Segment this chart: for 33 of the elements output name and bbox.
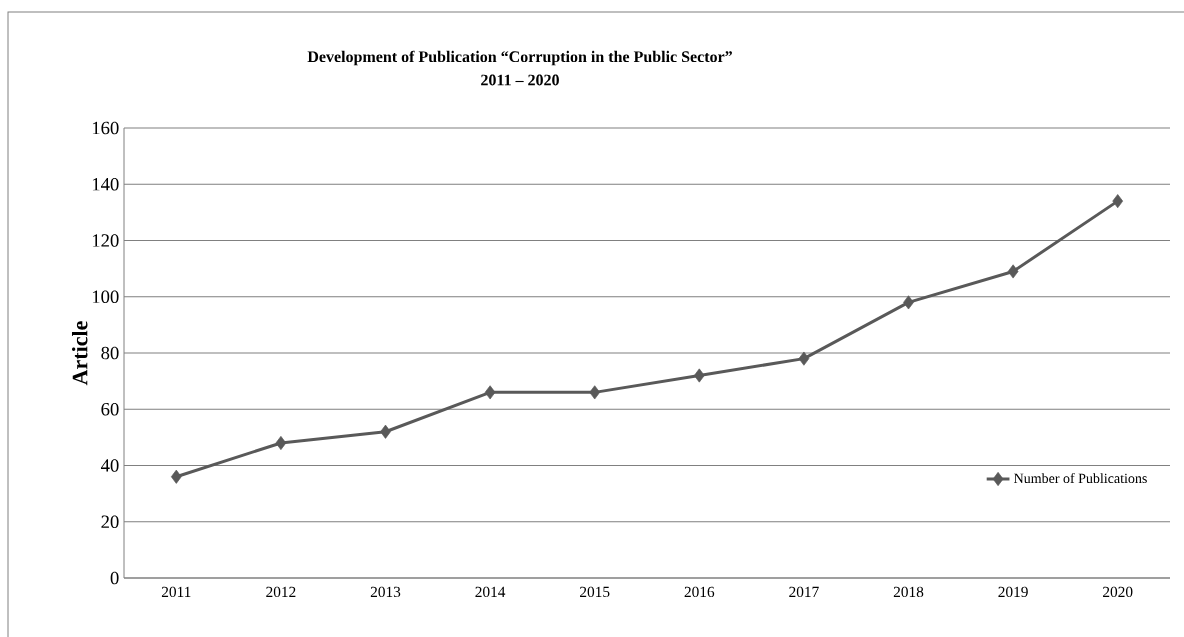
point [484, 385, 496, 400]
x-tick-label: 2012 [266, 586, 296, 598]
x-tick-label: 2018 [893, 586, 924, 598]
point [693, 368, 705, 383]
chart-subtitle: 2011 – 2020 [481, 74, 559, 86]
y-tick-label: 0 [110, 571, 119, 585]
point [1112, 194, 1124, 209]
point [798, 351, 810, 366]
y-tick-label: 20 [101, 515, 119, 529]
x-tick-label: 2013 [370, 586, 401, 598]
x-tick-label: 2016 [684, 586, 715, 598]
point [170, 469, 182, 484]
y-tick-label: 60 [101, 402, 119, 416]
y-tick-label: 80 [101, 346, 119, 360]
y-tick-label: 160 [92, 121, 119, 135]
chart-title: Development of Publication “Corruption in the Public Sector” [307, 50, 732, 66]
x-tick-label: 2011 [161, 586, 191, 598]
point [1007, 264, 1019, 279]
y-tick-label: 140 [92, 177, 119, 191]
x-tick-label: 2020 [1103, 586, 1133, 598]
y-tick-label: 100 [92, 290, 119, 304]
point [380, 424, 391, 439]
y-tick-label: 40 [100, 459, 119, 472]
x-tick-label: 2014 [475, 586, 506, 598]
point [275, 435, 287, 450]
point [589, 385, 601, 400]
x-tick-label: 2015 [580, 586, 610, 598]
x-tick-label: 2019 [998, 586, 1028, 598]
y-tick-label: 120 [92, 234, 119, 247]
legend-label: Number of Publications [1014, 473, 1147, 484]
point [903, 295, 914, 310]
y-axis-title: Article [72, 321, 88, 386]
x-tick-label: 2017 [789, 586, 819, 598]
